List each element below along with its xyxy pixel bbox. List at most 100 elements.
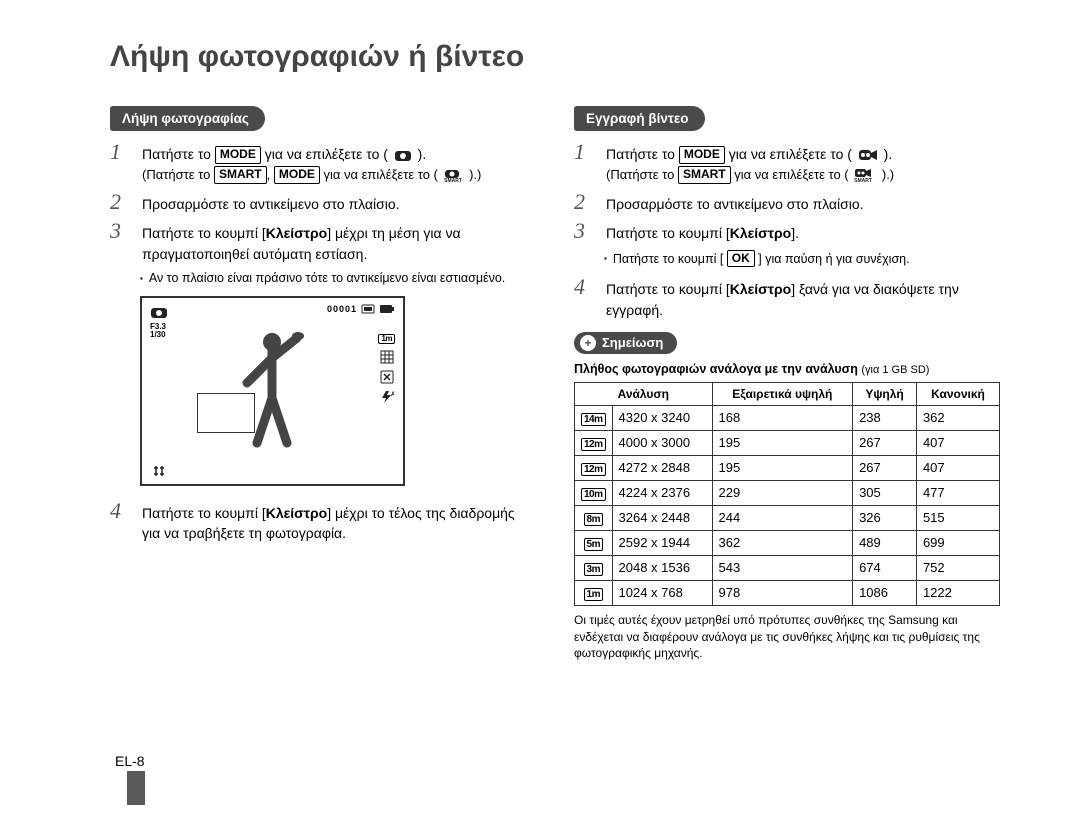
step-number: 3 [110, 220, 132, 264]
cell-fine: 489 [853, 530, 917, 555]
resolution-table: Ανάλυση Εξαιρετικά υψηλή Υψηλή Κανονική … [574, 382, 1000, 606]
table-row: 8m3264 x 2448244326515 [575, 505, 1000, 530]
text: Πατήστε το κουμπί [ [606, 225, 730, 241]
cell-normal: 1222 [916, 580, 999, 605]
cell-resolution: 4000 x 3000 [612, 430, 712, 455]
lcd-speed: 1/30 [150, 331, 170, 339]
text: (Πατήστε το [142, 167, 214, 182]
table-row: 12m 4272 x 2848195267407 [575, 455, 1000, 480]
cell-superfine: 978 [712, 580, 853, 605]
cell-superfine: 195 [712, 455, 853, 480]
table-row: 14m4320 x 3240168238362 [575, 405, 1000, 430]
cell-fine: 674 [853, 555, 917, 580]
text: Προσαρμόστε το αντικείμενο στο πλαίσιο. [606, 191, 864, 214]
text: (Πατήστε το [606, 167, 678, 182]
step-number: 1 [110, 141, 132, 185]
col-fine: Υψηλή [853, 382, 917, 405]
res-badge-icon: 5m [584, 538, 603, 551]
photo-bullet: Αν το πλαίσιο είναι πράσινο τότε το αντι… [140, 270, 536, 288]
text: ).) [878, 167, 894, 182]
video-bullet: Πατήστε το κουμπί [ OK ] για παύση ή για… [604, 250, 1000, 269]
text: ] για παύση ή για συνέχιση. [755, 252, 910, 266]
cell-fine: 267 [853, 430, 917, 455]
cell-fine: 238 [853, 405, 917, 430]
shutter-label: Κλείστρο [266, 505, 327, 521]
text: για να επιλέξετε το ( [731, 167, 853, 182]
text: Πατήστε το κουμπί [ [142, 225, 266, 241]
cell-resolution: 4272 x 2848 [612, 455, 712, 480]
text: ). [414, 146, 426, 162]
table-footnote: Οι τιμές αυτές έχουν μετρηθεί υπό πρότυπ… [574, 612, 1000, 662]
res-badge-icon: 1m [378, 334, 395, 345]
svg-text:SMART: SMART [445, 178, 463, 183]
page-tab-icon [127, 771, 145, 805]
page-title: Λήψη φωτογραφιών ή βίντεο [110, 40, 1000, 74]
text: για να επιλέξετε το ( [320, 167, 442, 182]
focus-frame [197, 393, 255, 433]
text: Πατήστε το κουμπί [ [606, 281, 730, 297]
step-number: 3 [574, 220, 596, 243]
cell-fine: 267 [853, 455, 917, 480]
grid-icon [380, 350, 394, 364]
cell-superfine: 229 [712, 480, 853, 505]
cell-normal: 515 [916, 505, 999, 530]
text: Πλήθος φωτογραφιών ανάλογα με την ανάλυσ… [574, 362, 861, 376]
text: για να επιλέξετε το ( [261, 146, 392, 162]
photo-column: Λήψη φωτογραφίας 1 Πατήστε το MODE για ν… [110, 106, 536, 662]
step-number: 4 [574, 276, 596, 320]
text: ). [880, 146, 892, 162]
stabilization-icon [152, 464, 166, 478]
cell-superfine: 168 [712, 405, 853, 430]
text: για να επιλέξετε το ( [725, 146, 856, 162]
photo-step-4: 4 Πατήστε το κουμπί [Κλείστρο] μέχρι το … [110, 500, 536, 544]
table-row: 1m1024 x 76897810861222 [575, 580, 1000, 605]
lcd-preview: F3.3 1/30 00001 1m A [140, 296, 405, 486]
cell-normal: 477 [916, 480, 999, 505]
shutter-label: Κλείστρο [730, 225, 791, 241]
shutter-label: Κλείστρο [730, 281, 791, 297]
lcd-shots: 00001 [327, 304, 357, 314]
text: Πατήστε το [142, 146, 215, 162]
cell-superfine: 362 [712, 530, 853, 555]
table-row: 3m2048 x 1536543674752 [575, 555, 1000, 580]
video-step-4: 4 Πατήστε το κουμπί [Κλείστρο] ξανά για … [574, 276, 1000, 320]
photo-heading: Λήψη φωτογραφίας [110, 106, 265, 131]
page-number: EL-8 [115, 753, 145, 805]
cell-superfine: 244 [712, 505, 853, 530]
text: Προσαρμόστε το αντικείμενο στο πλαίσιο. [142, 191, 400, 214]
video-heading: Εγγραφή βίντεο [574, 106, 705, 131]
cell-normal: 407 [916, 455, 999, 480]
text: ]. [791, 225, 799, 241]
cell-fine: 1086 [853, 580, 917, 605]
text: Πατήστε το κουμπί [ [613, 252, 727, 266]
cell-superfine: 195 [712, 430, 853, 455]
video-step-2: 2 Προσαρμόστε το αντικείμενο στο πλαίσιο… [574, 191, 1000, 214]
col-resolution: Ανάλυση [575, 382, 713, 405]
step-number: 1 [574, 141, 596, 185]
table-header-row: Ανάλυση Εξαιρετικά υψηλή Υψηλή Κανονική [575, 382, 1000, 405]
plus-icon: + [580, 335, 596, 351]
cell-normal: 407 [916, 430, 999, 455]
text: Πατήστε το [606, 146, 679, 162]
cell-fine: 305 [853, 480, 917, 505]
cell-resolution: 2592 x 1944 [612, 530, 712, 555]
shutter-label: Κλείστρο [266, 225, 327, 241]
ok-button-label: OK [727, 250, 755, 268]
camera-mode-icon [150, 306, 170, 320]
svg-text:A: A [391, 392, 394, 398]
res-badge-icon: 12m [581, 438, 606, 451]
text: Πατήστε το κουμπί [ [142, 505, 266, 521]
flash-auto-icon: A [380, 390, 394, 404]
step-number: 2 [110, 191, 132, 214]
video-icon [856, 149, 880, 161]
res-badge-icon: 14m [581, 413, 606, 426]
table-caption: Πλήθος φωτογραφιών ανάλογα με την ανάλυσ… [574, 362, 1000, 376]
video-step-3: 3 Πατήστε το κουμπί [Κλείστρο]. [574, 220, 1000, 243]
cell-normal: 699 [916, 530, 999, 555]
cell-resolution: 1024 x 768 [612, 580, 712, 605]
smart-button-label: SMART [214, 166, 267, 184]
res-badge-icon: 12m [581, 463, 606, 476]
cell-fine: 326 [853, 505, 917, 530]
cell-resolution: 2048 x 1536 [612, 555, 712, 580]
cell-normal: 362 [916, 405, 999, 430]
